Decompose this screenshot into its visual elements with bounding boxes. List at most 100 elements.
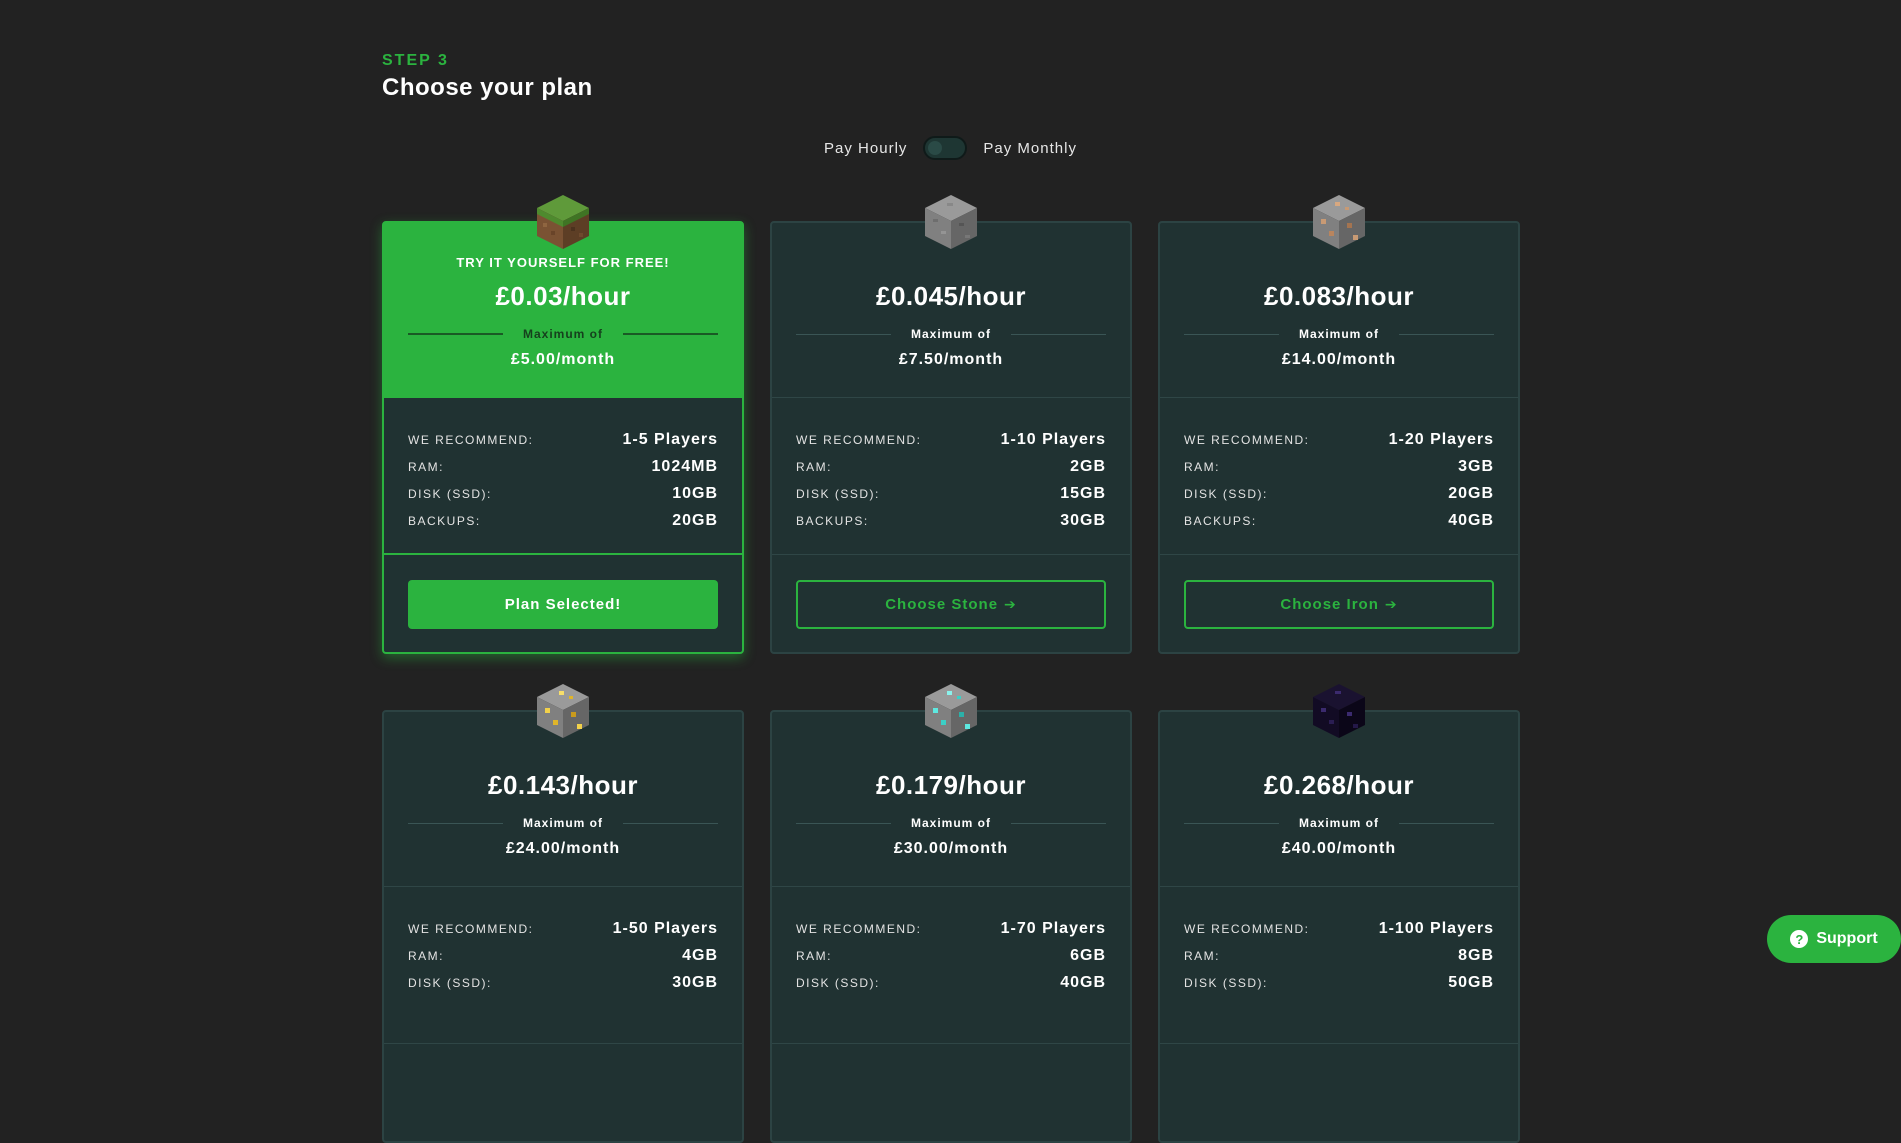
plan-hourly-price: £0.268/hour xyxy=(1263,770,1414,800)
plan-card-diamond[interactable]: £0.179/hour Maximum of £30.00/month WE R… xyxy=(770,684,1132,1143)
plan-header: £0.045/hour Maximum of £7.50/month xyxy=(772,195,1130,398)
disk-value: 50GB xyxy=(1448,973,1494,991)
plan-header: £0.083/hour Maximum of £14.00/month xyxy=(1160,195,1518,398)
page-header: STEP 3 Choose your plan xyxy=(382,52,593,102)
support-label: Support xyxy=(1816,930,1878,947)
max-label: Maximum of xyxy=(911,327,992,341)
plan-grid: TRY IT YOURSELF FOR FREE! £0.03/hour Max… xyxy=(382,195,1522,1143)
plan-specs: WE RECOMMEND: 1-70 Players RAM: 6GB DISK (… xyxy=(772,887,1130,1044)
players-label: WE RECOMMEND: xyxy=(796,921,922,936)
max-label: Maximum of xyxy=(1299,816,1380,830)
iron-ore-block-icon xyxy=(1313,195,1365,249)
ram-label: RAM: xyxy=(408,459,444,474)
players-value: 1-70 Players xyxy=(1000,919,1106,937)
ram-label: RAM: xyxy=(796,948,832,963)
plan-specs: WE RECOMMEND: 1-100 Players RAM: 8GB DISK … xyxy=(1160,887,1518,1044)
max-divider: Maximum of xyxy=(1184,816,1495,830)
max-divider: Maximum of xyxy=(796,816,1107,830)
disk-label: DISK (SSD): xyxy=(1184,486,1268,501)
plan-hourly-price: £0.179/hour xyxy=(875,770,1026,800)
backups-value: 20GB xyxy=(672,511,718,529)
plan-card-iron[interactable]: £0.083/hour Maximum of £14.00/month WE R… xyxy=(1158,195,1520,654)
support-button[interactable]: ? Support xyxy=(1767,915,1901,963)
gold-ore-block-icon xyxy=(537,684,589,738)
plan-specs: WE RECOMMEND: 1-10 Players RAM: 2GB DISK (… xyxy=(772,398,1130,555)
billing-toggle[interactable] xyxy=(923,136,968,160)
disk-label: DISK (SSD): xyxy=(1184,975,1268,990)
plan-card-gold[interactable]: £0.143/hour Maximum of £24.00/month WE R… xyxy=(382,684,744,1143)
button-label: Plan Selected! xyxy=(504,596,622,613)
plan-specs: WE RECOMMEND: 1-50 Players RAM: 4GB DISK (… xyxy=(384,887,742,1044)
plan-monthly-price: £14.00/month xyxy=(1281,351,1397,368)
players-value: 1-20 Players xyxy=(1388,430,1494,448)
plan-monthly-price: £24.00/month xyxy=(505,840,621,857)
choose-stone-button[interactable]: Choose Stone ➔ xyxy=(796,580,1106,629)
plan-hourly-price: £0.03/hour xyxy=(495,281,631,311)
plan-header: £0.179/hour Maximum of £30.00/month xyxy=(772,684,1130,887)
disk-label: DISK (SSD): xyxy=(796,486,880,501)
players-label: WE RECOMMEND: xyxy=(1184,921,1310,936)
players-value: 1-10 Players xyxy=(1000,430,1106,448)
backups-value: 30GB xyxy=(1060,511,1106,529)
ram-label: RAM: xyxy=(796,459,832,474)
disk-value: 30GB xyxy=(672,973,718,991)
players-value: 1-100 Players xyxy=(1378,919,1494,937)
obsidian-block-icon xyxy=(1313,684,1365,738)
button-label: Choose Iron xyxy=(1280,596,1379,613)
players-value: 1-5 Players xyxy=(622,430,718,448)
backups-value: 40GB xyxy=(1448,511,1494,529)
button-label: Choose Stone xyxy=(885,596,999,613)
page-title: Choose your plan xyxy=(382,74,593,101)
max-divider: Maximum of xyxy=(1184,327,1495,341)
plan-selected-button[interactable]: Plan Selected! xyxy=(408,580,718,629)
backups-label: BACKUPS: xyxy=(1184,513,1257,528)
max-divider: Maximum of xyxy=(408,816,719,830)
toggle-knob xyxy=(928,141,943,155)
disk-value: 10GB xyxy=(672,484,718,502)
ram-value: 2GB xyxy=(1070,457,1106,475)
plan-hourly-price: £0.083/hour xyxy=(1263,281,1414,311)
grass-block-icon xyxy=(537,195,589,249)
plan-header: £0.268/hour Maximum of £40.00/month xyxy=(1160,684,1518,887)
pay-hourly-label[interactable]: Pay Hourly xyxy=(824,139,908,157)
players-label: WE RECOMMEND: xyxy=(408,432,534,447)
plan-header: TRY IT YOURSELF FOR FREE! £0.03/hour Max… xyxy=(384,195,742,398)
max-divider: Maximum of xyxy=(796,327,1107,341)
plan-monthly-price: £40.00/month xyxy=(1281,840,1397,857)
ram-value: 4GB xyxy=(682,946,718,964)
disk-value: 40GB xyxy=(1060,973,1106,991)
max-divider: Maximum of xyxy=(408,327,719,341)
disk-value: 15GB xyxy=(1060,484,1106,502)
plan-specs: WE RECOMMEND: 1-20 Players RAM: 3GB DISK (… xyxy=(1160,398,1518,555)
diamond-ore-block-icon xyxy=(925,684,977,738)
plan-header: £0.143/hour Maximum of £24.00/month xyxy=(384,684,742,887)
arrow-right-icon: ➔ xyxy=(1004,596,1017,612)
step-label: STEP 3 xyxy=(382,52,449,69)
plan-card-grass[interactable]: TRY IT YOURSELF FOR FREE! £0.03/hour Max… xyxy=(382,195,744,654)
arrow-right-icon: ➔ xyxy=(1384,596,1398,612)
ram-value: 8GB xyxy=(1458,946,1494,964)
players-label: WE RECOMMEND: xyxy=(408,921,534,936)
ram-label: RAM: xyxy=(1184,459,1220,474)
pay-monthly-label[interactable]: Pay Monthly xyxy=(983,139,1077,157)
ram-value: 6GB xyxy=(1070,946,1106,964)
choose-iron-button[interactable]: Choose Iron ➔ xyxy=(1184,580,1494,629)
plan-tagline: TRY IT YOURSELF FOR FREE! xyxy=(456,255,670,270)
disk-label: DISK (SSD): xyxy=(796,975,880,990)
players-label: WE RECOMMEND: xyxy=(796,432,922,447)
billing-toggle-row: Pay Hourly Pay Monthly xyxy=(0,136,1901,160)
plan-monthly-price: £7.50/month xyxy=(898,351,1004,368)
plan-card-obsidian[interactable]: £0.268/hour Maximum of £40.00/month WE R… xyxy=(1158,684,1520,1143)
plan-card-stone[interactable]: £0.045/hour Maximum of £7.50/month WE RE… xyxy=(770,195,1132,654)
players-label: WE RECOMMEND: xyxy=(1184,432,1310,447)
plan-hourly-price: £0.143/hour xyxy=(487,770,638,800)
disk-label: DISK (SSD): xyxy=(408,486,492,501)
plan-monthly-price: £30.00/month xyxy=(893,840,1009,857)
max-label: Maximum of xyxy=(523,327,604,341)
max-label: Maximum of xyxy=(911,816,992,830)
ram-label: RAM: xyxy=(408,948,444,963)
max-label: Maximum of xyxy=(1299,327,1380,341)
plan-hourly-price: £0.045/hour xyxy=(875,281,1026,311)
ram-value: 3GB xyxy=(1458,457,1494,475)
stone-block-icon xyxy=(925,195,977,249)
